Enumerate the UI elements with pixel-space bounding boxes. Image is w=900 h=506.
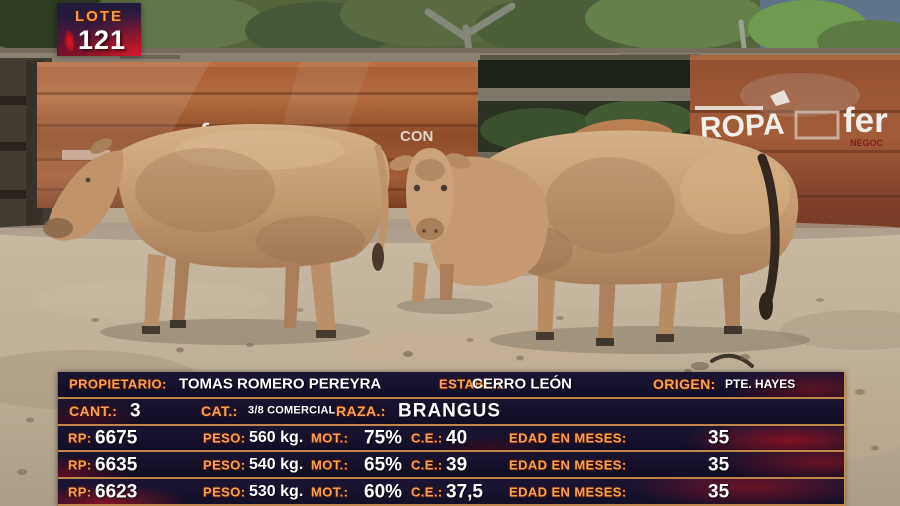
raza-value: BRANGUS bbox=[398, 400, 502, 422]
edad-value: 35 bbox=[708, 427, 730, 449]
cantidad-label: CANT.: bbox=[69, 403, 118, 420]
categoria-label: CAT.: bbox=[201, 403, 238, 420]
lot-number: 121 bbox=[77, 25, 127, 55]
origen-label: ORIGEN: bbox=[653, 376, 716, 393]
banner-horse-logo bbox=[770, 90, 790, 106]
rp-value: 6675 bbox=[95, 427, 138, 449]
establecimiento-value: CERRO LEÓN bbox=[472, 375, 573, 393]
propietario-value: TOMAS ROMERO PEREYRA bbox=[179, 375, 382, 393]
banner-text-fer: fer bbox=[843, 101, 888, 140]
edad-label: EDAD EN MESES: bbox=[509, 430, 627, 446]
mot-label: MOT.: bbox=[311, 484, 349, 500]
animal-row: RP: 6623 PESO: 530 kg. MOT.: 60% C.E.: 3… bbox=[58, 479, 844, 506]
lot-info-table: PROPIETARIO: TOMAS ROMERO PEREYRA ESTABL… bbox=[57, 372, 845, 506]
establecimiento-label: ESTABL.: bbox=[439, 376, 502, 392]
rp-value: 6623 bbox=[95, 481, 138, 503]
owner-row: PROPIETARIO: TOMAS ROMERO PEREYRA ESTABL… bbox=[58, 372, 844, 399]
edad-label: EDAD EN MESES: bbox=[509, 484, 627, 500]
peso-value: 530 kg. bbox=[249, 482, 304, 500]
ce-label: C.E.: bbox=[411, 457, 443, 473]
mot-value: 75% bbox=[364, 427, 403, 449]
cantidad-value: 3 bbox=[130, 400, 141, 422]
left-banner-logo-fragment bbox=[62, 150, 110, 160]
ce-value: 39 bbox=[446, 454, 468, 476]
mot-value: 65% bbox=[364, 454, 403, 476]
mot-label: MOT.: bbox=[311, 457, 349, 473]
stick-on-ground bbox=[710, 353, 754, 368]
lot-label: LOTE bbox=[75, 8, 123, 25]
categoria-value: 3/8 COMERCIAL bbox=[248, 404, 336, 417]
peso-label: PESO: bbox=[203, 484, 246, 500]
peso-label: PESO: bbox=[203, 430, 246, 446]
origen-value: PTE. HAYES bbox=[725, 377, 796, 392]
propietario-label: PROPIETARIO: bbox=[69, 376, 167, 392]
rp-label: RP: bbox=[68, 430, 92, 446]
ce-value: 37,5 bbox=[446, 481, 483, 503]
raza-label: RAZA.: bbox=[336, 403, 386, 420]
banner-text-con: CON bbox=[400, 128, 433, 145]
ce-label: C.E.: bbox=[411, 484, 443, 500]
mot-label: MOT.: bbox=[311, 430, 349, 446]
edad-value: 35 bbox=[708, 454, 730, 476]
rp-label: RP: bbox=[68, 484, 92, 500]
bull-tail bbox=[757, 153, 780, 305]
ce-label: C.E.: bbox=[411, 430, 443, 446]
rp-value: 6635 bbox=[95, 454, 138, 476]
lot-badge: LOTE 121 bbox=[57, 3, 141, 56]
cattle-middle-calf bbox=[389, 148, 549, 302]
animal-row: RP: 6635 PESO: 540 kg. MOT.: 65% C.E.: 3… bbox=[58, 452, 844, 480]
edad-label: EDAD EN MESES: bbox=[509, 457, 627, 473]
lot-summary-row: CANT.: 3 CAT.: 3/8 COMERCIAL RAZA.: BRAN… bbox=[58, 398, 844, 426]
ce-value: 40 bbox=[446, 427, 468, 449]
animal-row: RP: 6675 PESO: 560 kg. MOT.: 75% C.E.: 4… bbox=[58, 425, 844, 453]
peso-value: 540 kg. bbox=[249, 455, 304, 473]
peso-label: PESO: bbox=[203, 457, 246, 473]
cattle-shadows bbox=[100, 298, 810, 354]
trees-background bbox=[0, 0, 900, 64]
cow-tail bbox=[374, 144, 389, 252]
cattle-left-cow bbox=[43, 124, 390, 338]
banner-text-negoc: NEGOC bbox=[850, 138, 884, 148]
mot-value: 60% bbox=[364, 481, 403, 503]
peso-value: 560 kg. bbox=[249, 428, 304, 446]
cattle-right-bull bbox=[469, 130, 799, 346]
edad-value: 35 bbox=[708, 481, 730, 503]
rp-label: RP: bbox=[68, 457, 92, 473]
